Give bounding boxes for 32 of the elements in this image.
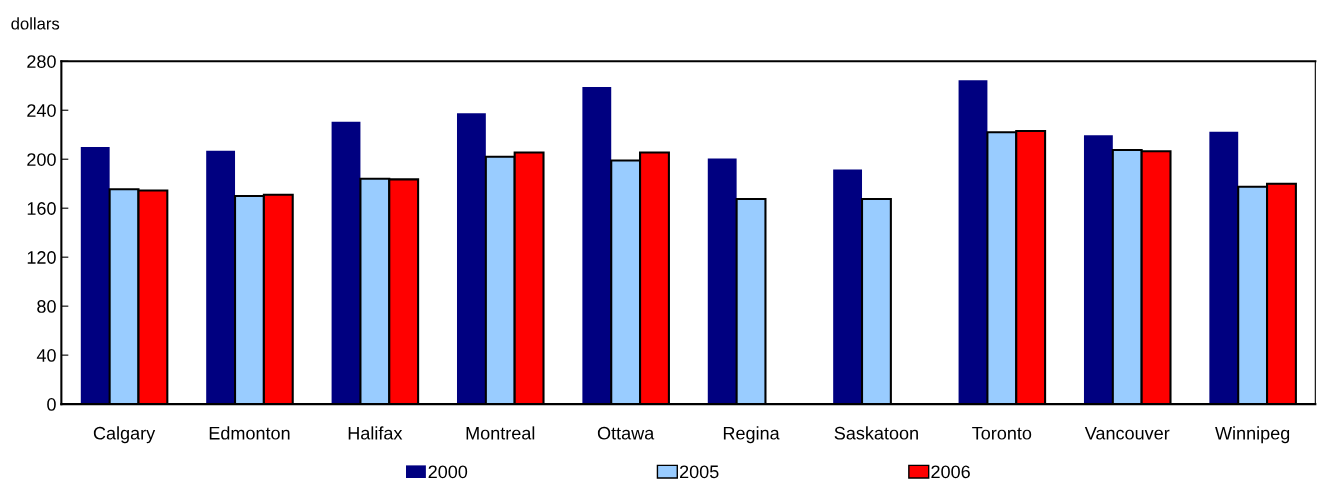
bar bbox=[833, 169, 863, 405]
x-tick-label: Halifax bbox=[348, 426, 403, 440]
y-tick-label: 160 bbox=[27, 202, 56, 215]
x-tick-label: Edmonton bbox=[209, 426, 290, 440]
bar bbox=[707, 158, 737, 405]
x-tick-label: Regina bbox=[723, 426, 780, 444]
x-tick-label: Vancouver bbox=[1084, 427, 1170, 440]
y-tick-label: 240 bbox=[27, 104, 56, 117]
y-tick-label: 0 bbox=[47, 398, 56, 411]
x-tick-label: Winnipeg bbox=[1215, 426, 1290, 444]
x-tick-label: Toronto bbox=[972, 427, 1032, 440]
bar bbox=[958, 80, 988, 405]
bar bbox=[1083, 135, 1113, 405]
x-tick-label: Saskatoon bbox=[834, 426, 918, 440]
y-tick-label: 80 bbox=[37, 300, 56, 313]
bar bbox=[456, 113, 486, 405]
y-tick-label: 200 bbox=[27, 153, 56, 166]
x-tick-label: Calgary bbox=[93, 426, 156, 444]
y-axis-title: dollars bbox=[11, 17, 60, 30]
x-tick-label: Ottawa bbox=[597, 426, 655, 440]
x-tick-label: Montreal bbox=[466, 426, 535, 440]
bar bbox=[80, 146, 110, 405]
bar bbox=[1209, 131, 1239, 405]
legend-label: 2006 bbox=[931, 465, 970, 479]
bar bbox=[206, 150, 236, 405]
y-tick-label: 120 bbox=[27, 251, 56, 264]
bar bbox=[331, 121, 361, 405]
legend-label: 2005 bbox=[680, 465, 719, 479]
y-tick-label: 280 bbox=[27, 55, 56, 68]
y-tick-label: 40 bbox=[36, 349, 56, 362]
legend-label: 2000 bbox=[428, 465, 468, 479]
bar bbox=[582, 86, 612, 405]
